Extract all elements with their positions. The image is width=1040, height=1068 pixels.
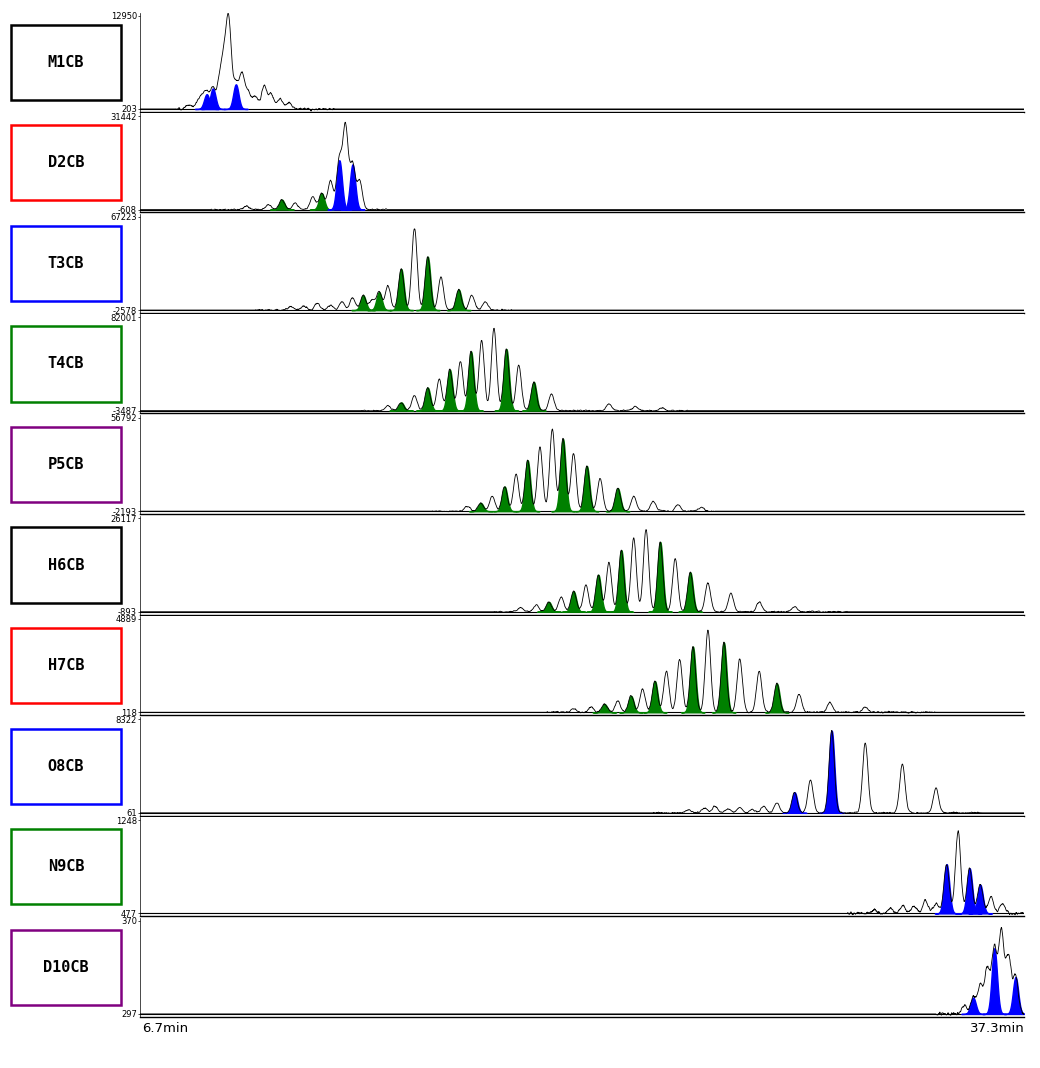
FancyBboxPatch shape (11, 25, 121, 100)
Text: T4CB: T4CB (48, 357, 84, 372)
FancyBboxPatch shape (11, 427, 121, 502)
Text: N9CB: N9CB (48, 860, 84, 875)
Text: O8CB: O8CB (48, 758, 84, 773)
FancyBboxPatch shape (11, 929, 121, 1005)
Text: D10CB: D10CB (44, 960, 88, 975)
Text: 37.3min: 37.3min (969, 1022, 1024, 1035)
Text: H6CB: H6CB (48, 557, 84, 572)
Text: D2CB: D2CB (48, 155, 84, 170)
FancyBboxPatch shape (11, 628, 121, 703)
Text: T3CB: T3CB (48, 256, 84, 271)
Text: P5CB: P5CB (48, 457, 84, 472)
FancyBboxPatch shape (11, 728, 121, 804)
Text: M1CB: M1CB (48, 54, 84, 69)
FancyBboxPatch shape (11, 125, 121, 201)
FancyBboxPatch shape (11, 327, 121, 402)
FancyBboxPatch shape (11, 528, 121, 602)
Text: 6.7min: 6.7min (142, 1022, 188, 1035)
Text: H7CB: H7CB (48, 658, 84, 673)
FancyBboxPatch shape (11, 225, 121, 301)
FancyBboxPatch shape (11, 829, 121, 905)
